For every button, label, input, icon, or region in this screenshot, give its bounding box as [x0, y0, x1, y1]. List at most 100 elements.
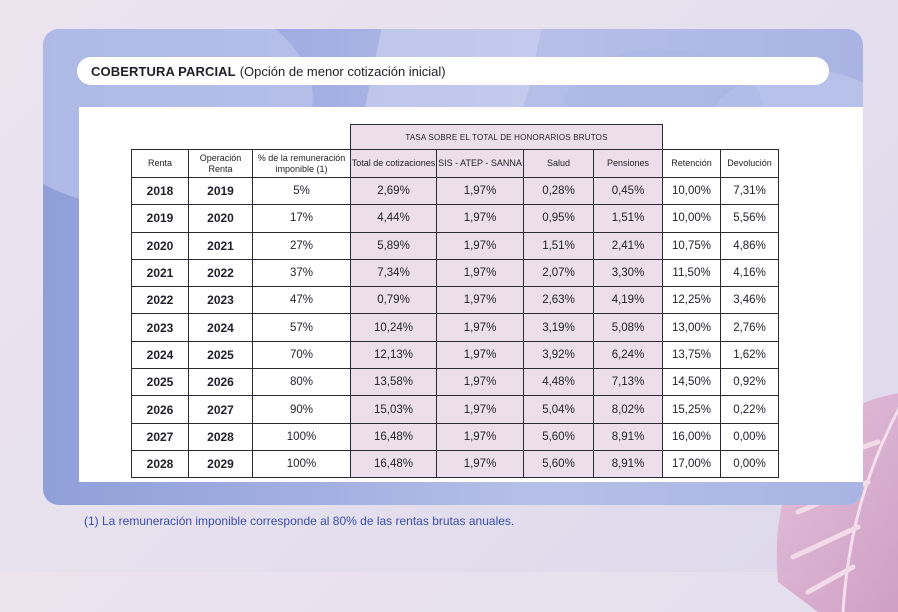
- cell-salud: 0,28%: [523, 176, 594, 206]
- table-row: 2023 2024 57% 10,24% 1,97% 3,19% 5,08% 13,00% 2,…: [131, 313, 779, 342]
- cell-pct-remuneracion: 100%: [252, 422, 351, 451]
- cell-pensiones: 5,08%: [593, 313, 663, 342]
- cell-retencion: 14,50%: [662, 368, 721, 397]
- table-row: 2021 2022 37% 7,34% 1,97% 2,07% 3,30% 11,50% 4,1…: [131, 258, 779, 288]
- cell-retencion: 12,25%: [662, 286, 721, 315]
- cell-salud: 2,63%: [523, 286, 594, 315]
- cell-renta: 2022: [131, 286, 189, 315]
- cell-renta: 2024: [131, 340, 189, 370]
- cell-renta: 2019: [131, 204, 189, 233]
- cell-pct-remuneracion: 100%: [252, 449, 351, 479]
- cell-total-cotizaciones: 0,79%: [350, 286, 437, 315]
- cell-sis-atep-sanna: 1,97%: [436, 258, 524, 288]
- cell-operacion-renta: 2019: [188, 176, 253, 206]
- cell-salud: 5,04%: [523, 395, 594, 424]
- col-header-devolucion: Devolución: [720, 149, 779, 178]
- card: COBERTURA PARCIAL (Opción de menor cotiz…: [43, 29, 863, 505]
- cell-sis-atep-sanna: 1,97%: [436, 176, 524, 206]
- cell-operacion-renta: 2029: [188, 449, 253, 479]
- cell-sis-atep-sanna: 1,97%: [436, 395, 524, 424]
- cell-total-cotizaciones: 15,03%: [350, 395, 437, 424]
- cell-retencion: 11,50%: [662, 258, 721, 288]
- cell-pensiones: 1,51%: [593, 204, 663, 233]
- table-row: 2028 2029 100% 16,48% 1,97% 5,60% 8,91% 17,00% 0…: [131, 449, 779, 479]
- cell-salud: 0,95%: [523, 204, 594, 233]
- section-title: COBERTURA PARCIAL (Opción de menor cotiz…: [77, 57, 829, 85]
- cell-total-cotizaciones: 5,89%: [350, 231, 437, 260]
- cell-renta: 2020: [131, 231, 189, 260]
- cell-retencion: 10,75%: [662, 231, 721, 260]
- table-row: 2022 2023 47% 0,79% 1,97% 2,63% 4,19% 12,25% 3,4…: [131, 286, 779, 315]
- footnote: (1) La remuneración imponible correspond…: [84, 514, 515, 528]
- cell-operacion-renta: 2021: [188, 231, 253, 260]
- cell-retencion: 10,00%: [662, 204, 721, 233]
- cell-pct-remuneracion: 27%: [252, 231, 351, 260]
- cell-devolucion: 4,86%: [720, 231, 779, 260]
- col-header-sis-atep-sanna: SIS - ATEP - SANNA: [436, 149, 524, 178]
- cell-operacion-renta: 2020: [188, 204, 253, 233]
- cell-pct-remuneracion: 80%: [252, 368, 351, 397]
- cell-sis-atep-sanna: 1,97%: [436, 449, 524, 479]
- cell-pensiones: 7,13%: [593, 368, 663, 397]
- group-header: TASA SOBRE EL TOTAL DE HONORARIOS BRUTOS: [350, 124, 663, 150]
- cell-devolucion: 7,31%: [720, 176, 779, 206]
- cell-salud: 5,60%: [523, 422, 594, 451]
- cell-total-cotizaciones: 13,58%: [350, 368, 437, 397]
- table-row: 2024 2025 70% 12,13% 1,97% 3,92% 6,24% 13,75% 1,…: [131, 340, 779, 370]
- col-header-operacion-renta: Operación Renta: [188, 149, 253, 178]
- cell-pct-remuneracion: 90%: [252, 395, 351, 424]
- cell-operacion-renta: 2022: [188, 258, 253, 288]
- cell-operacion-renta: 2023: [188, 286, 253, 315]
- cell-devolucion: 3,46%: [720, 286, 779, 315]
- cell-devolucion: 0,92%: [720, 368, 779, 397]
- col-header-total-cotizaciones: Total de cotizaciones: [350, 149, 437, 178]
- cell-total-cotizaciones: 12,13%: [350, 340, 437, 370]
- title-bold: COBERTURA PARCIAL: [91, 63, 236, 79]
- cell-salud: 3,92%: [523, 340, 594, 370]
- col-header-salud: Salud: [523, 149, 594, 178]
- cell-operacion-renta: 2025: [188, 340, 253, 370]
- cell-devolucion: 0,00%: [720, 449, 779, 479]
- cell-operacion-renta: 2028: [188, 422, 253, 451]
- cell-total-cotizaciones: 2,69%: [350, 176, 437, 206]
- cell-devolucion: 5,56%: [720, 204, 779, 233]
- cell-pct-remuneracion: 57%: [252, 313, 351, 342]
- cell-pct-remuneracion: 5%: [252, 176, 351, 206]
- cell-pct-remuneracion: 17%: [252, 204, 351, 233]
- cell-renta: 2026: [131, 395, 189, 424]
- cell-renta: 2028: [131, 449, 189, 479]
- cell-pensiones: 8,91%: [593, 449, 663, 479]
- cell-retencion: 15,25%: [662, 395, 721, 424]
- cell-pensiones: 4,19%: [593, 286, 663, 315]
- cell-renta: 2018: [131, 176, 189, 206]
- cell-salud: 2,07%: [523, 258, 594, 288]
- cell-retencion: 17,00%: [662, 449, 721, 479]
- cell-salud: 5,60%: [523, 449, 594, 479]
- table-row: 2020 2021 27% 5,89% 1,97% 1,51% 2,41% 10,75% 4,8…: [131, 231, 779, 260]
- cell-sis-atep-sanna: 1,97%: [436, 231, 524, 260]
- cell-sis-atep-sanna: 1,97%: [436, 204, 524, 233]
- table-row: 2026 2027 90% 15,03% 1,97% 5,04% 8,02% 15,25% 0,…: [131, 395, 779, 424]
- cell-pensiones: 8,02%: [593, 395, 663, 424]
- table-row: 2019 2020 17% 4,44% 1,97% 0,95% 1,51% 10,00% 5,5…: [131, 204, 779, 233]
- cell-sis-atep-sanna: 1,97%: [436, 422, 524, 451]
- col-header-pensiones: Pensiones: [593, 149, 663, 178]
- rates-table: TASA SOBRE EL TOTAL DE HONORARIOS BRUTOS…: [131, 124, 779, 479]
- table-row: 2027 2028 100% 16,48% 1,97% 5,60% 8,91% 16,00% 0…: [131, 422, 779, 451]
- cell-salud: 4,48%: [523, 368, 594, 397]
- cell-total-cotizaciones: 10,24%: [350, 313, 437, 342]
- cell-pct-remuneracion: 47%: [252, 286, 351, 315]
- col-header-renta: Renta: [131, 149, 189, 178]
- cell-sis-atep-sanna: 1,97%: [436, 340, 524, 370]
- cell-total-cotizaciones: 4,44%: [350, 204, 437, 233]
- cell-pensiones: 2,41%: [593, 231, 663, 260]
- table-row: 2025 2026 80% 13,58% 1,97% 4,48% 7,13% 14,50% 0,…: [131, 368, 779, 397]
- cell-retencion: 13,75%: [662, 340, 721, 370]
- cell-devolucion: 2,76%: [720, 313, 779, 342]
- cell-retencion: 10,00%: [662, 176, 721, 206]
- cell-operacion-renta: 2026: [188, 368, 253, 397]
- cell-operacion-renta: 2027: [188, 395, 253, 424]
- col-header-pct-remuneracion: % de la remuneración imponible (1): [252, 149, 351, 178]
- cell-devolucion: 1,62%: [720, 340, 779, 370]
- cell-pensiones: 0,45%: [593, 176, 663, 206]
